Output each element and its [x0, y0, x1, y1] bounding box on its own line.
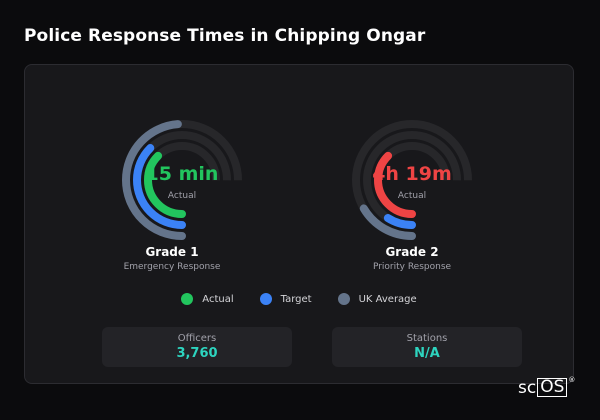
grade-2-rings	[352, 120, 472, 240]
grade-1-actual-arc	[144, 142, 220, 218]
legend-item-target: Target	[259, 293, 312, 305]
stations-label: Stations	[406, 333, 448, 344]
grade-1-actual-label: Actual	[167, 191, 197, 201]
stations-value: N/A	[414, 346, 440, 361]
grade-2-caption: Grade 2 Priority Response	[332, 245, 492, 272]
legend-item-actual: Actual	[181, 293, 234, 305]
grade-2-target-arc	[363, 131, 461, 229]
legend-label-actual: Actual	[202, 293, 234, 305]
scos-logo: sc OS ®	[518, 376, 576, 398]
legend: Actual Target UK Average	[25, 293, 573, 305]
logo-boxed-text: OS	[537, 378, 568, 397]
uk-average-swatch	[337, 293, 350, 305]
logo-prefix: sc	[518, 378, 537, 398]
legend-item-uk-average: UK Average	[337, 293, 417, 305]
grade-2-gauge: 4h 19m Actual	[347, 115, 477, 245]
grade-2-actual-label: Actual	[397, 191, 427, 201]
grade-1-uk-average-arc	[122, 120, 242, 240]
grade-1-title: Grade 1	[145, 245, 199, 259]
response-times-panel: 15 min Actual 4h 19m Actual Grade 1 Emer…	[24, 64, 574, 384]
grade-2-actual-value: 4h 19m	[372, 163, 452, 185]
grade-2-uk-average-arc	[352, 120, 472, 240]
grade-2-actual-arc	[374, 142, 450, 218]
grade-2-subtitle: Priority Response	[372, 262, 452, 272]
grade-2-title: Grade 2	[385, 245, 439, 259]
grade-1-subtitle: Emergency Response	[123, 262, 221, 272]
target-swatch	[259, 293, 272, 305]
stations-stat-card: Stations N/A	[332, 327, 522, 367]
grade-1-actual-value: 15 min	[145, 163, 219, 185]
legend-label-uk-average: UK Average	[358, 293, 417, 305]
grade-1-gauge: 15 min Actual	[117, 115, 247, 245]
officers-value: 3,760	[176, 346, 218, 361]
actual-swatch	[181, 293, 194, 305]
grade-1-rings	[122, 120, 242, 240]
officers-stat-card: Officers 3,760	[102, 327, 292, 367]
page-title: Police Response Times in Chipping Ongar	[24, 26, 426, 46]
grade-1-caption: Grade 1 Emergency Response	[92, 245, 252, 272]
registered-mark: ®	[568, 376, 576, 384]
grade-1-target-arc	[133, 131, 231, 229]
legend-label-target: Target	[280, 293, 312, 305]
officers-label: Officers	[177, 333, 217, 344]
